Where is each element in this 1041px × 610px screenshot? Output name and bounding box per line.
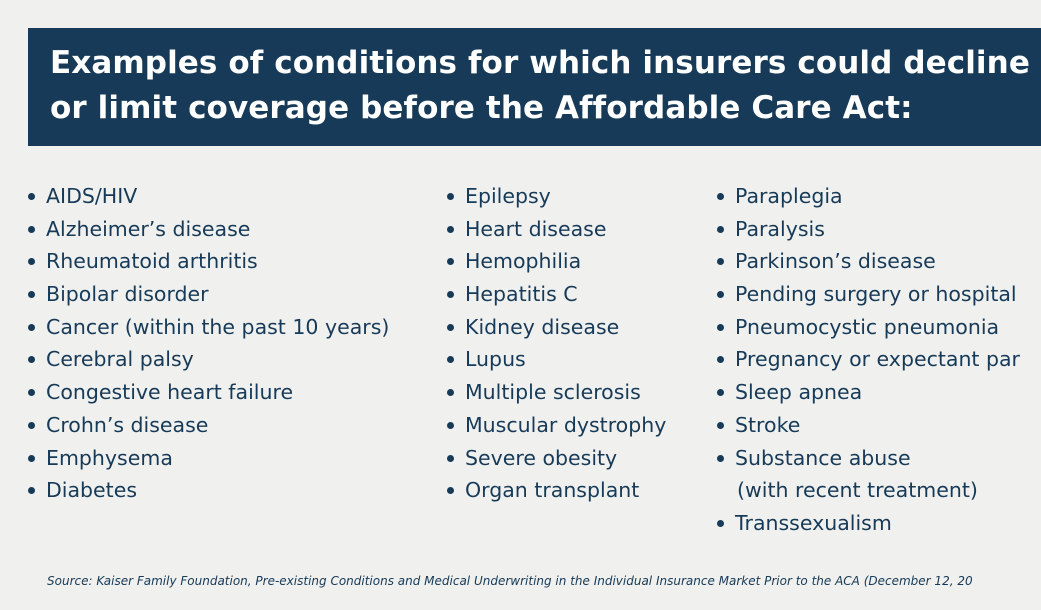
condition-item: Sleep apnea: [717, 376, 1020, 409]
condition-item: Congestive heart failure: [28, 376, 389, 409]
title-line-2: or limit coverage before the Affordable …: [50, 90, 913, 126]
condition-item: Organ transplant: [447, 474, 666, 507]
condition-label: Paraplegia: [735, 184, 843, 208]
condition-item: Kidney disease: [447, 311, 666, 344]
condition-item: Diabetes: [28, 474, 389, 507]
condition-label: Parkinson’s disease: [735, 249, 936, 274]
condition-label: Hepatitis C: [465, 282, 578, 307]
bullet-icon: [447, 356, 454, 364]
condition-label: Emphysema: [46, 445, 173, 470]
condition-label: Kidney disease: [465, 314, 620, 339]
condition-label: Pregnancy or expectant par: [735, 347, 1020, 372]
bullet-icon: [717, 291, 724, 299]
condition-label: Multiple sclerosis: [465, 380, 641, 405]
condition-label: Diabetes: [46, 478, 137, 503]
conditions-column-1: AIDS/HIV Alzheimer’s disease Rheumatoid …: [28, 180, 389, 507]
bullet-icon: [28, 389, 35, 397]
source-citation: Source: Kaiser Family Foundation, Pre-ex…: [47, 574, 973, 588]
bullet-icon: [717, 454, 724, 462]
title-line-1: Examples of conditions for which insurer…: [50, 45, 1030, 81]
condition-item: Multiple sclerosis: [447, 376, 666, 409]
bullet-icon: [28, 323, 35, 331]
condition-label: Rheumatoid arthritis: [46, 249, 258, 274]
condition-item: Crohn’s disease: [28, 409, 389, 442]
bullet-icon: [28, 225, 35, 233]
title-banner: Examples of conditions for which insurer…: [28, 28, 1041, 146]
bullet-icon: [447, 323, 454, 331]
condition-item-continuation: (with recent treatment): [717, 474, 1020, 507]
condition-label: Muscular dystrophy: [465, 412, 667, 437]
condition-label: Cerebral palsy: [46, 347, 194, 372]
condition-item: Cancer (within the past 10 years): [28, 311, 389, 344]
condition-item: Rheumatoid arthritis: [28, 245, 389, 278]
condition-item: Emphysema: [28, 442, 389, 475]
bullet-icon: [447, 291, 454, 299]
bullet-icon: [28, 487, 35, 495]
condition-item: Stroke: [717, 409, 1020, 442]
condition-label: Lupus: [465, 347, 526, 372]
condition-item: Bipolar disorder: [28, 278, 389, 311]
condition-label: Organ transplant: [465, 478, 640, 503]
bullet-icon: [717, 421, 724, 429]
bullet-icon: [447, 258, 454, 266]
bullet-icon: [28, 356, 35, 364]
conditions-column-3: Paraplegia Paralysis Parkinson’s disease…: [717, 180, 1020, 540]
condition-label: AIDS/HIV: [46, 184, 138, 208]
condition-label: Alzheimer’s disease: [46, 216, 251, 241]
bullet-icon: [717, 193, 724, 200]
condition-label: Hemophilia: [465, 249, 582, 274]
bullet-icon: [717, 225, 724, 233]
condition-item: Epilepsy: [447, 180, 666, 213]
condition-item: Paralysis: [717, 213, 1020, 246]
bullet-icon: [717, 323, 724, 331]
condition-label: Pending surgery or hospital: [735, 282, 1017, 307]
bullet-icon: [447, 454, 454, 462]
condition-item: Hepatitis C: [447, 278, 666, 311]
condition-item: Cerebral palsy: [28, 343, 389, 376]
condition-item: Paraplegia: [717, 180, 1020, 213]
bullet-icon: [447, 193, 454, 200]
condition-label: Bipolar disorder: [46, 282, 209, 307]
condition-label: Substance abuse: [735, 445, 911, 470]
condition-item: Alzheimer’s disease: [28, 213, 389, 246]
condition-item: Pregnancy or expectant par: [717, 343, 1020, 376]
condition-label: Congestive heart failure: [46, 380, 294, 405]
condition-item: Parkinson’s disease: [717, 245, 1020, 278]
condition-item: Pneumocystic pneumonia: [717, 311, 1020, 344]
bullet-icon: [28, 258, 35, 266]
condition-item: Transsexualism: [717, 507, 1020, 540]
bullet-icon: [717, 258, 724, 266]
condition-item: Substance abuse: [717, 442, 1020, 475]
bullet-icon: [447, 225, 454, 233]
condition-item: Severe obesity: [447, 442, 666, 475]
condition-label: Stroke: [735, 412, 801, 437]
bullet-icon: [717, 519, 724, 527]
condition-item: Lupus: [447, 343, 666, 376]
bullet-icon: [28, 193, 35, 200]
condition-label: (with recent treatment): [737, 478, 978, 503]
condition-label: Pneumocystic pneumonia: [735, 314, 1000, 339]
condition-item: AIDS/HIV: [28, 180, 389, 213]
bullet-icon: [28, 454, 35, 462]
bullet-icon: [447, 421, 454, 429]
conditions-column-2: Epilepsy Heart disease Hemophilia Hepati…: [447, 180, 666, 507]
bullet-icon: [717, 356, 724, 364]
condition-label: Paralysis: [735, 216, 825, 241]
bullet-icon: [28, 291, 35, 299]
condition-label: Crohn’s disease: [46, 412, 209, 437]
condition-label: Cancer (within the past 10 years): [46, 314, 390, 339]
bullet-icon: [447, 389, 454, 397]
condition-item: Heart disease: [447, 213, 666, 246]
bullet-icon: [447, 487, 454, 495]
bullet-icon: [28, 421, 35, 429]
condition-label: Sleep apnea: [735, 380, 863, 405]
condition-item: Pending surgery or hospital: [717, 278, 1020, 311]
bullet-icon: [717, 389, 724, 397]
condition-item: Hemophilia: [447, 245, 666, 278]
condition-label: Epilepsy: [465, 184, 551, 208]
condition-label: Severe obesity: [465, 445, 618, 470]
condition-label: Transsexualism: [735, 510, 892, 535]
condition-label: Heart disease: [465, 216, 607, 241]
condition-item: Muscular dystrophy: [447, 409, 666, 442]
